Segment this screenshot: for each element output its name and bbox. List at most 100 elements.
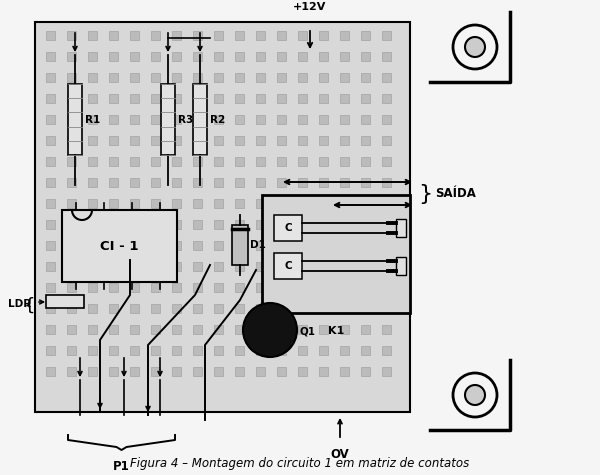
- Bar: [319, 136, 328, 145]
- Bar: [298, 367, 307, 376]
- Bar: [130, 157, 139, 166]
- Bar: [319, 220, 328, 229]
- Bar: [382, 241, 391, 250]
- Bar: [382, 94, 391, 103]
- Bar: [256, 178, 265, 187]
- Bar: [46, 31, 55, 40]
- Bar: [235, 220, 244, 229]
- Bar: [46, 283, 55, 292]
- Bar: [340, 31, 349, 40]
- Bar: [88, 178, 97, 187]
- Bar: [340, 52, 349, 61]
- Bar: [319, 367, 328, 376]
- Circle shape: [453, 373, 497, 417]
- Bar: [46, 367, 55, 376]
- Bar: [46, 94, 55, 103]
- Bar: [298, 94, 307, 103]
- Bar: [46, 325, 55, 334]
- Bar: [361, 367, 370, 376]
- Bar: [396, 219, 406, 237]
- Bar: [319, 241, 328, 250]
- Bar: [161, 84, 175, 155]
- Bar: [151, 94, 160, 103]
- Bar: [151, 283, 160, 292]
- Bar: [88, 241, 97, 250]
- Bar: [193, 84, 207, 155]
- Bar: [340, 73, 349, 82]
- Text: D1: D1: [250, 240, 266, 250]
- Bar: [319, 199, 328, 208]
- Bar: [382, 283, 391, 292]
- Bar: [62, 210, 177, 282]
- Bar: [256, 52, 265, 61]
- Bar: [172, 262, 181, 271]
- Bar: [109, 262, 118, 271]
- Bar: [256, 31, 265, 40]
- Bar: [88, 304, 97, 313]
- Bar: [46, 115, 55, 124]
- Bar: [67, 178, 76, 187]
- Bar: [235, 346, 244, 355]
- Bar: [340, 157, 349, 166]
- Bar: [193, 52, 202, 61]
- Circle shape: [465, 385, 485, 405]
- Bar: [151, 220, 160, 229]
- Bar: [172, 115, 181, 124]
- Bar: [340, 283, 349, 292]
- Bar: [382, 346, 391, 355]
- Bar: [382, 199, 391, 208]
- Bar: [46, 262, 55, 271]
- Bar: [67, 199, 76, 208]
- Text: R2: R2: [210, 115, 225, 125]
- Bar: [235, 52, 244, 61]
- Bar: [235, 283, 244, 292]
- Bar: [319, 52, 328, 61]
- Bar: [130, 52, 139, 61]
- Bar: [130, 367, 139, 376]
- Bar: [151, 178, 160, 187]
- Bar: [46, 157, 55, 166]
- Bar: [361, 346, 370, 355]
- Bar: [172, 241, 181, 250]
- Text: Figura 4 – Montagem do circuito 1 em matriz de contatos: Figura 4 – Montagem do circuito 1 em mat…: [130, 457, 470, 470]
- Bar: [256, 241, 265, 250]
- Text: P1: P1: [113, 460, 130, 473]
- Bar: [340, 346, 349, 355]
- Bar: [361, 52, 370, 61]
- Bar: [361, 220, 370, 229]
- Bar: [46, 73, 55, 82]
- Bar: [35, 22, 410, 412]
- Bar: [256, 325, 265, 334]
- Text: SAÍDA: SAÍDA: [435, 187, 476, 200]
- Bar: [382, 73, 391, 82]
- Bar: [235, 157, 244, 166]
- Bar: [235, 136, 244, 145]
- Text: R3: R3: [178, 115, 193, 125]
- Bar: [130, 283, 139, 292]
- Bar: [109, 115, 118, 124]
- Bar: [277, 94, 286, 103]
- Bar: [88, 31, 97, 40]
- Bar: [298, 199, 307, 208]
- Text: C: C: [284, 223, 292, 233]
- Bar: [382, 52, 391, 61]
- Bar: [232, 225, 248, 265]
- Text: {: {: [23, 297, 35, 315]
- Bar: [172, 157, 181, 166]
- Bar: [88, 283, 97, 292]
- Bar: [361, 94, 370, 103]
- Bar: [382, 325, 391, 334]
- Bar: [46, 304, 55, 313]
- Bar: [256, 262, 265, 271]
- Bar: [172, 199, 181, 208]
- Bar: [214, 241, 223, 250]
- Bar: [109, 52, 118, 61]
- Bar: [214, 367, 223, 376]
- Text: }: }: [418, 183, 432, 203]
- Bar: [235, 31, 244, 40]
- Bar: [109, 325, 118, 334]
- Bar: [172, 367, 181, 376]
- Bar: [151, 367, 160, 376]
- Bar: [193, 262, 202, 271]
- Text: CI - 1: CI - 1: [100, 239, 139, 253]
